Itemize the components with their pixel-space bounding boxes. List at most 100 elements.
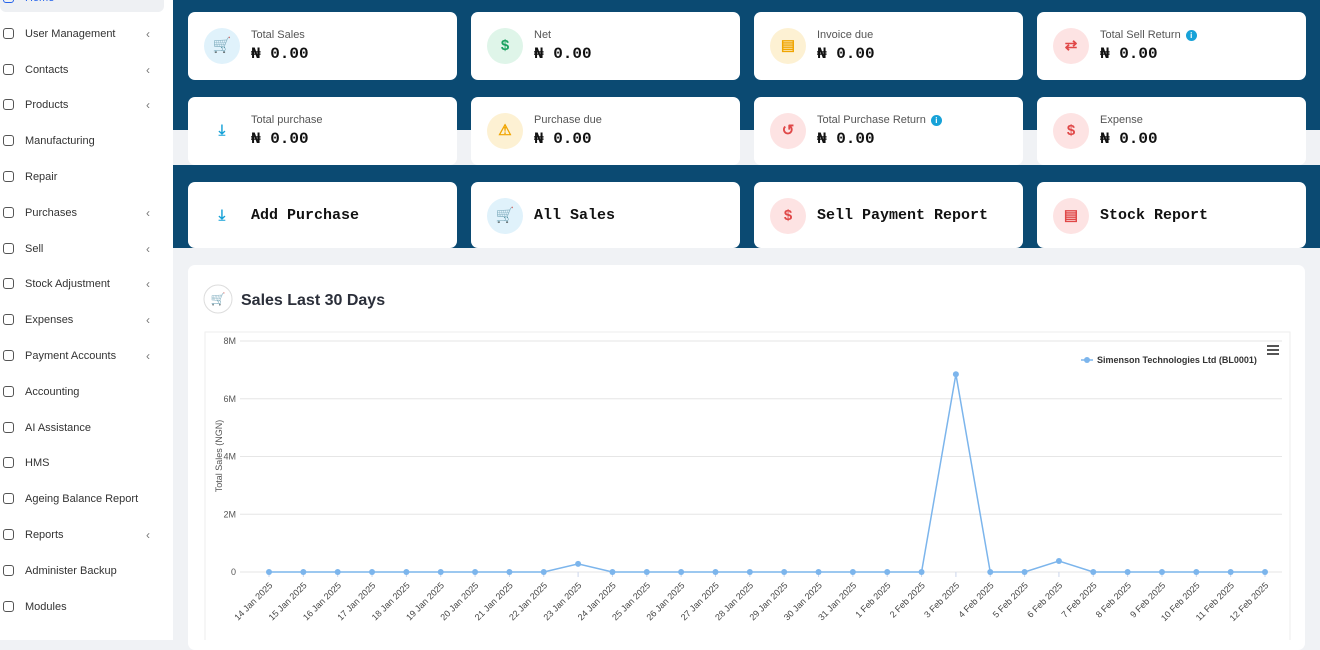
sidebar-item[interactable]: Administer Backup: [0, 557, 164, 585]
chart-frame: [204, 331, 1291, 650]
sidebar-label: AI Assistance: [25, 421, 92, 434]
y-tick-label: 6M: [223, 394, 236, 404]
data-point: [609, 569, 616, 575]
stat-card[interactable]: ▤ Invoice due ₦ 0.00: [754, 12, 1023, 80]
sidebar-label: Reports: [25, 529, 64, 541]
sidebar-icon: [3, 564, 14, 576]
quick-link[interactable]: ⤓ Add Purchase: [188, 182, 457, 248]
sidebar-icon: [3, 493, 14, 505]
sidebar-item[interactable]: Products ‹: [0, 91, 164, 119]
sidebar-item[interactable]: Stock Adjustment ‹: [0, 270, 164, 298]
sidebar-item[interactable]: Contacts ‹: [0, 56, 164, 84]
stat-value: ₦ 0.00: [251, 45, 309, 63]
sidebar-icon: [3, 350, 14, 361]
quick-link-icon: ⤓: [204, 198, 240, 234]
data-point: [884, 569, 891, 575]
sidebar-item[interactable]: Sell ‹: [0, 235, 164, 263]
x-tick-label: 4 Feb 2025: [956, 580, 995, 619]
sidebar-item[interactable]: Ageing Balance Report: [0, 485, 164, 513]
stat-card[interactable]: $ Net ₦ 0.00: [471, 12, 740, 80]
stat-icon: ⤓: [204, 113, 240, 149]
info-icon[interactable]: i: [1185, 30, 1197, 41]
sidebar-item[interactable]: Home: [0, 0, 164, 12]
stat-label: Total purchase: [251, 114, 323, 126]
sidebar-icon: [3, 529, 14, 540]
chevron: ‹: [146, 349, 150, 363]
quick-link-label: Stock Report: [1100, 207, 1209, 224]
chevron: ‹: [146, 528, 150, 542]
sidebar-item[interactable]: Accounting: [0, 378, 164, 406]
sidebar-icon: [3, 135, 14, 147]
sidebar-icon: [3, 314, 14, 326]
x-tick-label: 5 Feb 2025: [991, 580, 1030, 619]
stat-icon: ⚠: [487, 113, 523, 149]
sidebar-item[interactable]: Modules: [0, 593, 164, 621]
data-point: [1262, 569, 1268, 575]
sidebar-label: Payment Accounts: [25, 350, 117, 362]
sidebar-item[interactable]: Expenses ‹: [0, 306, 164, 334]
stat-icon: ↺: [770, 113, 806, 149]
sidebar-icon: [3, 421, 14, 433]
chart-panel: 🛒 Sales Last 30 Days 0 2M 4M 6M 8M Total Sale…: [188, 265, 1305, 650]
data-point: [746, 569, 753, 575]
stat-card[interactable]: ⚠ Purchase due ₦ 0.00: [471, 97, 740, 165]
x-tick-label: 3 Feb 2025: [922, 580, 961, 619]
data-point: [1227, 569, 1234, 575]
y-tick-label: 4M: [223, 452, 236, 462]
quick-link[interactable]: ▤ Stock Report: [1037, 182, 1306, 248]
stat-card[interactable]: ⤓ Total purchase ₦ 0.00: [188, 97, 457, 165]
sidebar-item[interactable]: AI Assistance: [0, 414, 164, 442]
stat-icon: ⇄: [1053, 28, 1089, 64]
stat-icon: $: [1053, 113, 1089, 149]
sidebar-icon: [3, 242, 14, 254]
data-point: [1158, 569, 1165, 575]
quick-link-label: Add Purchase: [251, 207, 360, 224]
title-icon-glyph: 🛒: [211, 292, 226, 306]
sidebar-item[interactable]: Manufacturing: [0, 127, 164, 155]
data-point: [506, 569, 513, 575]
data-point: [1055, 558, 1062, 565]
data-point: [334, 569, 341, 575]
stat-card[interactable]: ↺ Total Purchase Return i ₦ 0.00: [754, 97, 1023, 165]
sidebar-label: User Management: [25, 27, 116, 40]
info-icon[interactable]: i: [930, 115, 942, 126]
stat-card[interactable]: 🛒 Total Sales ₦ 0.00: [188, 12, 457, 80]
sidebar-label: Home: [25, 0, 54, 12]
data-point: [300, 569, 307, 575]
legend-label: Simenson Technologies Ltd (BL0001): [1097, 355, 1257, 365]
stat-card[interactable]: $ Expense ₦ 0.00: [1037, 97, 1306, 165]
sidebar-item[interactable]: Purchases ‹: [0, 199, 164, 227]
sidebar-item[interactable]: User Management ‹: [0, 20, 164, 48]
quick-link[interactable]: 🛒 All Sales: [471, 182, 740, 248]
data-point: [849, 569, 856, 575]
sidebar-icon: [3, 278, 14, 290]
stat-label: Total Sales: [251, 29, 305, 41]
sidebar-icon: [3, 206, 14, 218]
y-tick-label: 0: [231, 567, 236, 577]
stat-icon: 🛒: [204, 28, 240, 64]
sidebar-item[interactable]: HMS: [0, 449, 164, 477]
sidebar-icon: [3, 27, 14, 39]
sidebar-item[interactable]: Reports ‹: [0, 521, 164, 549]
stat-value: ₦ 0.00: [251, 130, 309, 148]
chevron: ‹: [146, 241, 150, 256]
menu-icon[interactable]: [1267, 345, 1279, 355]
sidebar-label: Purchases: [25, 206, 77, 219]
sidebar-item[interactable]: Repair: [0, 163, 164, 191]
sidebar-item[interactable]: Payment Accounts ‹: [0, 342, 164, 370]
data-point: [678, 569, 685, 575]
x-tick-label: 8 Feb 2025: [1094, 580, 1133, 619]
sidebar-label: Products: [25, 99, 69, 112]
chevron: ‹: [146, 26, 150, 41]
stat-value: ₦ 0.00: [1100, 45, 1158, 63]
sidebar: Home User Management ‹ Contacts ‹ Products ‹ Ma…: [0, 0, 173, 640]
data-point: [472, 569, 479, 575]
quick-link-label: Sell Payment Report: [817, 207, 989, 224]
quick-link[interactable]: $ Sell Payment Report: [754, 182, 1023, 248]
x-tick-label: 6 Feb 2025: [1025, 580, 1064, 619]
stat-card[interactable]: ⇄ Total Sell Return i ₦ 0.00: [1037, 12, 1306, 80]
data-point: [1090, 569, 1097, 575]
series-line: [269, 374, 1265, 573]
stat-icon: ▤: [770, 28, 806, 64]
stat-value: ₦ 0.00: [817, 45, 875, 63]
